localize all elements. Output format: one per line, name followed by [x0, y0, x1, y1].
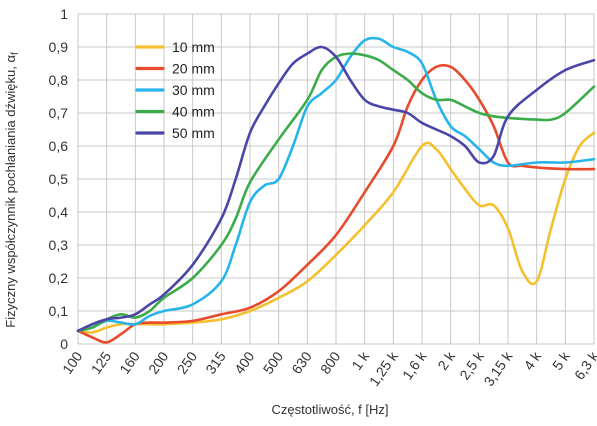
x-tick-label: 1,6 k	[399, 348, 430, 383]
x-tick-label: 800	[317, 348, 344, 376]
y-tick-label: 0,7	[49, 105, 69, 121]
x-tick-label: 500	[260, 348, 287, 376]
y-tick-label: 0,9	[49, 39, 69, 55]
x-tick-label: 6,3 k	[571, 348, 597, 383]
legend-label: 20 mm	[172, 61, 215, 77]
y-tick-label: 0	[60, 336, 68, 352]
x-tick-labels: 100 125 160 200 250 315 400 500 630 800 1 k1,25 k1…	[59, 348, 597, 389]
x-axis-title: Częstotliwość, f [Hz]	[271, 402, 388, 417]
y-tick-label: 0,8	[49, 72, 69, 88]
x-tick-label: 630	[288, 348, 315, 376]
x-tick-label: 2 k	[434, 348, 458, 373]
x-tick-label: 315	[202, 348, 229, 376]
x-tick-label: 200	[145, 348, 172, 376]
y-tick-label: 0,4	[49, 204, 69, 220]
grid	[77, 13, 595, 345]
legend-label: 30 mm	[172, 82, 215, 98]
series-line-40-mm	[76, 52, 596, 333]
series-lines	[76, 36, 596, 344]
y-axis-title-subscript: f	[10, 52, 21, 55]
x-tick-label: 400	[231, 348, 258, 376]
x-tick-label: 1 k	[348, 348, 372, 373]
series-line-50-mm	[76, 45, 596, 333]
x-tick-label: 1,25 k	[366, 348, 402, 389]
y-tick-label: 0,1	[49, 303, 69, 319]
y-axis-title-main: Fizyczny współczynnik pochłaniania dźwię…	[3, 55, 18, 328]
legend-label: 40 mm	[172, 104, 215, 120]
series-line-30-mm	[76, 36, 596, 333]
legend: 10 mm 20 mm 30 mm 40 mm 50 mm	[135, 39, 215, 141]
x-tick-label: 125	[88, 348, 115, 376]
x-tick-label: 160	[116, 348, 143, 376]
legend-label: 50 mm	[172, 125, 215, 141]
x-tick-label: 5 k	[549, 348, 573, 373]
x-tick-label: 4 k	[520, 348, 544, 373]
y-tick-label: 0,2	[49, 270, 69, 286]
x-tick-label: 3,15 k	[480, 348, 516, 389]
y-tick-label: 1	[60, 6, 68, 22]
x-tick-label: 100	[59, 348, 86, 376]
y-tick-labels: 0 0,1 0,2 0,3 0,4 0,5 0,6 0,7 0,8 0,9 1	[49, 6, 69, 352]
y-axis-title: Fizyczny współczynnik pochłaniania dźwię…	[3, 52, 21, 328]
y-tick-label: 0,6	[49, 138, 69, 154]
y-tick-label: 0,5	[49, 171, 69, 187]
y-tick-label: 0,3	[49, 237, 69, 253]
legend-label: 10 mm	[172, 39, 215, 55]
x-tick-label: 250	[174, 348, 201, 376]
series-line-10-mm	[76, 131, 596, 334]
